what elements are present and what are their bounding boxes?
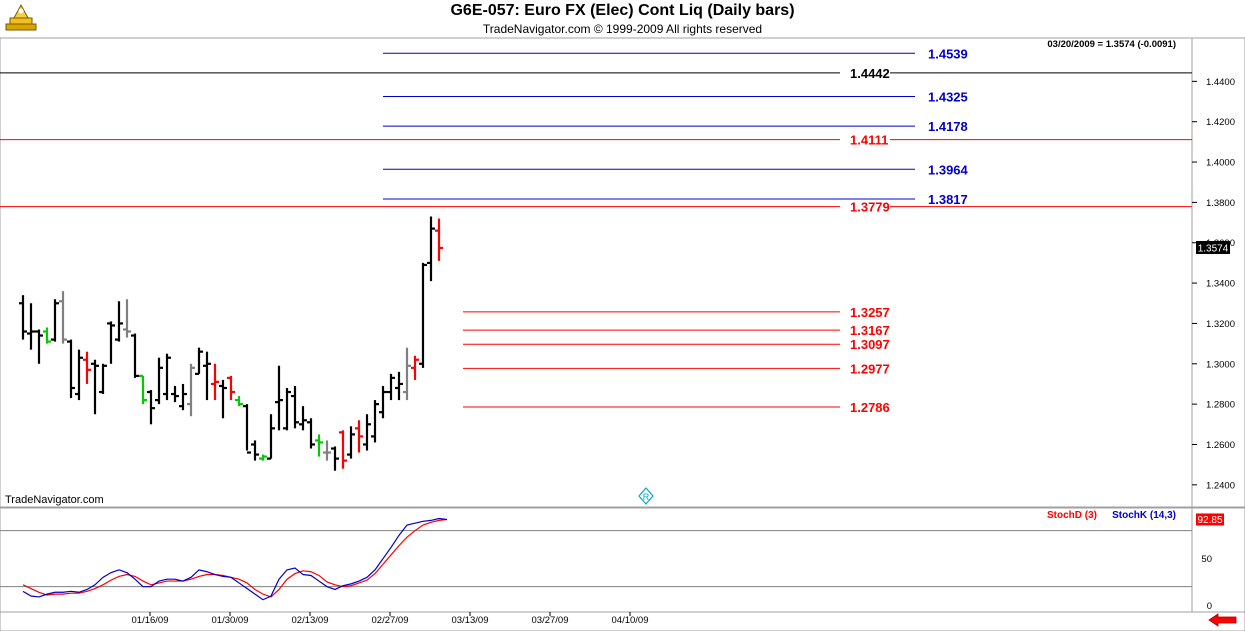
date-tick-label: 03/27/09 (532, 615, 569, 626)
levels-layer: 1.4539 1.4442 1.4325 1.4178 1.4111 1.3964 1.38… (0, 46, 1192, 415)
price-tick-label: 1.3800 (1206, 198, 1235, 209)
stoch-panel (0, 507, 1193, 613)
price-tick-label: 1.3400 (1206, 279, 1235, 290)
trader-logo-icon[interactable] (4, 2, 38, 34)
chart-copyright: TradeNavigator.com © 1999-2009 All right… (482, 22, 763, 36)
bars-layer (19, 216, 443, 471)
level-label: 1.4442 (850, 66, 890, 81)
level-label: 1.4111 (850, 133, 888, 148)
level-label: 1.3257 (850, 305, 890, 320)
current-price-tag: 1.3574 (1196, 240, 1230, 254)
date-tick-label: 02/27/09 (372, 615, 409, 626)
level-label: 1.2786 (850, 400, 890, 415)
stoch-series-line (22, 517, 448, 601)
price-tick-label: 1.2800 (1206, 400, 1235, 411)
legend-stoch-d: StochD (3) (1047, 510, 1097, 521)
price-tick-label: 1.4000 (1206, 158, 1235, 169)
price-tick-label: 1.2600 (1206, 440, 1235, 451)
stoch-tick-label: 0 (1207, 601, 1212, 612)
legend-stoch-k: StochK (14,3) (1112, 510, 1176, 521)
stoch-series-line (22, 518, 448, 598)
level-label: 1.4539 (928, 46, 968, 61)
trader-logo-svg (5, 3, 37, 31)
date-tick-label: 04/10/09 (612, 615, 649, 626)
level-label: 1.3964 (928, 162, 969, 177)
info-readout: 03/20/2009 = 1.3574 (-0.0091) (1047, 39, 1176, 50)
stoch-current-label: 92.85 (1197, 515, 1222, 526)
r-diamond-icon[interactable]: R (638, 487, 654, 505)
level-label: 1.3779 (850, 200, 890, 215)
stoch-axis: 0 50 (1201, 554, 1212, 612)
watermark-text: TradeNavigator.com (5, 494, 104, 506)
price-tick-label: 1.4200 (1206, 117, 1235, 128)
date-tick-label: 02/13/09 (292, 615, 329, 626)
level-label: 1.4325 (928, 89, 968, 104)
stoch-tick-label: 50 (1201, 554, 1212, 565)
date-tick-label: 01/16/09 (132, 615, 169, 626)
price-axis-area (1191, 37, 1245, 508)
level-label: 1.3097 (850, 337, 890, 352)
price-tick-label: 1.4400 (1206, 77, 1235, 88)
svg-text:R: R (643, 492, 650, 502)
date-axis-area (0, 611, 1245, 631)
stoch-value-tag: 92.85 (1196, 513, 1224, 526)
level-label: 1.2977 (850, 361, 890, 376)
price-panel (0, 37, 1193, 508)
date-tick-label: 03/13/09 (452, 615, 489, 626)
level-label: 1.4178 (928, 119, 968, 134)
stoch-lines (0, 517, 1192, 601)
title-bar: G6E-057: Euro FX (Elec) Cont Liq (Daily … (0, 0, 1245, 38)
chart-title: G6E-057: Euro FX (Elec) Cont Liq (Daily … (450, 2, 795, 19)
level-label: 1.3167 (850, 323, 890, 338)
level-label: 1.3817 (928, 192, 968, 207)
current-price-label: 1.3574 (1198, 243, 1229, 254)
price-tick-label: 1.3200 (1206, 319, 1235, 330)
date-axis: 01/16/09 01/30/09 02/13/09 02/27/09 03/13/09… (132, 612, 649, 626)
date-tick-label: 01/30/09 (212, 615, 249, 626)
price-tick-label: 1.3000 (1206, 359, 1235, 370)
price-tick-label: 1.2400 (1206, 480, 1235, 491)
left-arrow-icon[interactable] (1208, 613, 1237, 627)
